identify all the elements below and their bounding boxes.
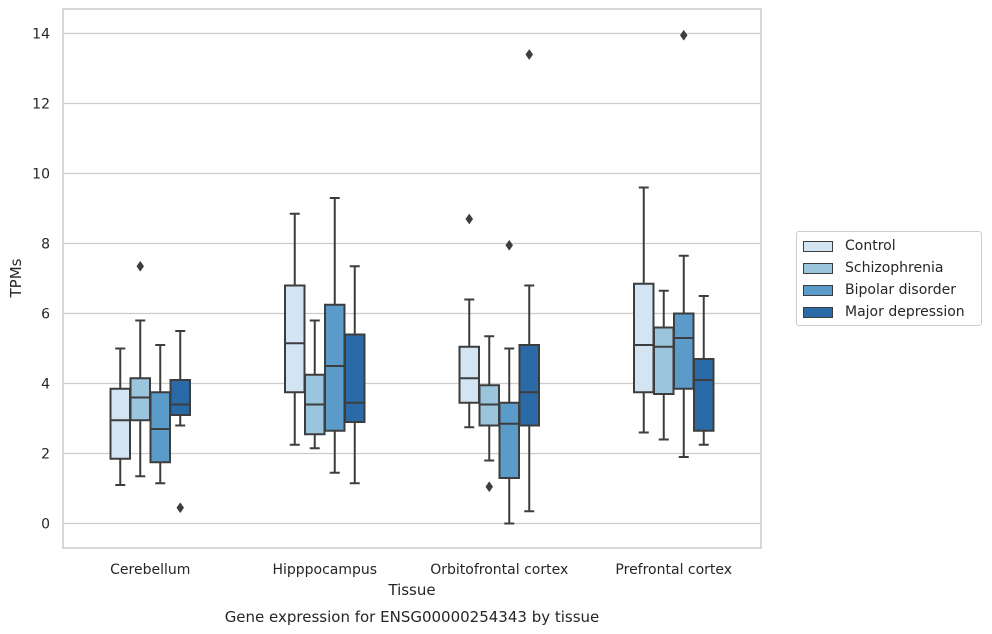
box-control-hipppocampus	[284, 212, 306, 446]
y-axis-label: TPMs	[7, 258, 25, 298]
x-tick-label-orbitofrontal-cortex: Orbitofrontal cortex	[430, 562, 568, 578]
box-series	[109, 29, 715, 525]
legend-swatch-bipolar-disorder	[803, 284, 833, 296]
legend-label-major-depression: Major depression	[845, 304, 965, 320]
legend-swatch-schizophrenia	[803, 262, 833, 274]
x-axis-ticks: Cerebellum Hipppocampus Orbitofrontal cort…	[110, 562, 732, 578]
legend-swatch-major-depression	[803, 306, 833, 318]
plot-frame	[62, 8, 762, 549]
box-body-bipolar-disorder-hipppocampus	[324, 303, 346, 432]
box-schizophrenia-hipppocampus	[304, 319, 326, 450]
flier-major-depression-cerebellum-0	[176, 502, 185, 514]
box-body-bipolar-disorder-orbitofrontal-cortex	[498, 401, 520, 479]
y-tick-label-8: 8	[41, 237, 50, 253]
series-bipolar-disorder	[149, 29, 695, 525]
y-tick-label-0: 0	[41, 517, 50, 533]
flier-major-depression-orbitofrontal-cortex-0	[525, 49, 534, 60]
y-tick-label-14: 14	[32, 27, 50, 43]
legend-swatch-control	[803, 240, 833, 252]
box-bipolar-disorder-prefrontal-cortex	[673, 29, 695, 458]
series-major-depression	[169, 49, 715, 514]
box-control-cerebellum	[109, 347, 131, 486]
legend-item-major-depression: Major depression	[803, 302, 965, 322]
legend-label-control: Control	[845, 238, 896, 254]
legend: Control Schizophrenia Bipolar disorder M…	[796, 231, 982, 326]
flier-schizophrenia-cerebellum-0	[136, 260, 145, 272]
chart-caption: Gene expression for ENSG00000254343 by t…	[225, 608, 600, 626]
x-axis-label: Tissue	[387, 581, 435, 599]
box-body-bipolar-disorder-cerebellum	[149, 391, 171, 464]
legend-label-schizophrenia: Schizophrenia	[845, 260, 944, 276]
legend-item-schizophrenia: Schizophrenia	[803, 258, 943, 278]
box-body-control-orbitofrontal-cortex	[458, 345, 480, 404]
box-body-control-hipppocampus	[284, 284, 306, 394]
series-schizophrenia	[129, 260, 675, 493]
box-bipolar-disorder-cerebellum	[149, 344, 171, 485]
box-bipolar-disorder-hipppocampus	[324, 197, 346, 474]
y-tick-label-4: 4	[41, 377, 50, 393]
box-body-bipolar-disorder-prefrontal-cortex	[673, 312, 695, 390]
legend-item-control: Control	[803, 236, 896, 256]
box-schizophrenia-cerebellum	[129, 260, 151, 478]
box-major-depression-cerebellum	[169, 330, 191, 514]
box-body-major-depression-prefrontal-cortex	[693, 358, 715, 432]
box-major-depression-hipppocampus	[344, 265, 366, 485]
box-schizophrenia-orbitofrontal-cortex	[478, 335, 500, 493]
box-body-major-depression-cerebellum	[169, 379, 191, 416]
box-control-prefrontal-cortex	[633, 186, 655, 434]
legend-label-bipolar-disorder: Bipolar disorder	[845, 282, 957, 298]
box-body-control-cerebellum	[109, 387, 131, 460]
y-tick-label-12: 12	[32, 97, 50, 113]
y-tick-label-10: 10	[32, 167, 50, 183]
box-body-control-prefrontal-cortex	[633, 282, 655, 394]
flier-bipolar-disorder-orbitofrontal-cortex-0	[505, 239, 514, 251]
flier-bipolar-disorder-prefrontal-cortex-0	[679, 29, 688, 41]
box-control-orbitofrontal-cortex	[458, 213, 480, 429]
series-control	[109, 186, 655, 486]
box-body-major-depression-hipppocampus	[344, 333, 366, 423]
y-axis-ticks: 0 2 4 6 8 10 12 14	[32, 27, 50, 533]
box-bipolar-disorder-orbitofrontal-cortex	[498, 239, 520, 525]
flier-schizophrenia-orbitofrontal-cortex-0	[485, 481, 494, 493]
box-body-major-depression-orbitofrontal-cortex	[518, 344, 540, 427]
x-tick-label-cerebellum: Cerebellum	[110, 562, 190, 578]
legend-item-bipolar-disorder: Bipolar disorder	[803, 280, 956, 300]
y-tick-label-2: 2	[41, 447, 50, 463]
box-major-depression-prefrontal-cortex	[693, 295, 715, 446]
x-tick-label-prefrontal-cortex: Prefrontal cortex	[615, 562, 732, 578]
box-major-depression-orbitofrontal-cortex	[518, 49, 540, 513]
box-body-schizophrenia-prefrontal-cortex	[653, 326, 675, 395]
flier-control-orbitofrontal-cortex-0	[465, 213, 474, 225]
y-tick-label-6: 6	[41, 307, 50, 323]
x-tick-label-hipppocampus: Hipppocampus	[272, 562, 377, 578]
box-body-schizophrenia-cerebellum	[129, 377, 151, 422]
